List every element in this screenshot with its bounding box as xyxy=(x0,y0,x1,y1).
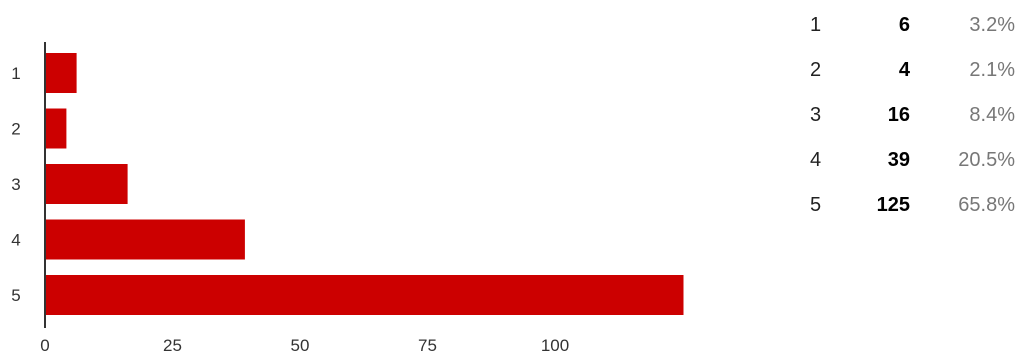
summary-percent: 8.4% xyxy=(969,104,1015,126)
summary-count: 6 xyxy=(898,14,910,36)
summary-percent: 3.2% xyxy=(969,14,1015,36)
category-label: 3 xyxy=(11,175,20,194)
bar-2 xyxy=(46,108,67,149)
x-tick-label: 100 xyxy=(541,336,569,355)
x-tick-label: 25 xyxy=(163,336,182,355)
bar-3 xyxy=(46,164,128,204)
x-tick-label: 75 xyxy=(418,336,437,355)
summary-category: 4 xyxy=(810,149,822,171)
summary-category: 2 xyxy=(810,59,822,81)
summary-count: 125 xyxy=(876,194,910,216)
category-label: 2 xyxy=(11,120,20,139)
category-label: 4 xyxy=(11,231,20,250)
x-tick-label: 0 xyxy=(40,336,49,355)
summary-category: 1 xyxy=(810,14,822,36)
category-label: 5 xyxy=(11,286,20,305)
summary-count: 39 xyxy=(887,149,910,171)
summary-percent: 20.5% xyxy=(958,149,1015,171)
x-tick-label: 50 xyxy=(291,336,310,355)
bar-5 xyxy=(46,275,684,315)
summary-count: 16 xyxy=(887,104,910,126)
category-label: 1 xyxy=(11,64,20,83)
summary-count: 4 xyxy=(898,59,910,81)
summary-category: 3 xyxy=(810,104,822,126)
summary-category: 5 xyxy=(810,194,822,216)
bar-1 xyxy=(46,53,77,93)
summary-percent: 65.8% xyxy=(958,194,1015,216)
bar-4 xyxy=(46,219,245,260)
summary-percent: 2.1% xyxy=(969,59,1015,81)
